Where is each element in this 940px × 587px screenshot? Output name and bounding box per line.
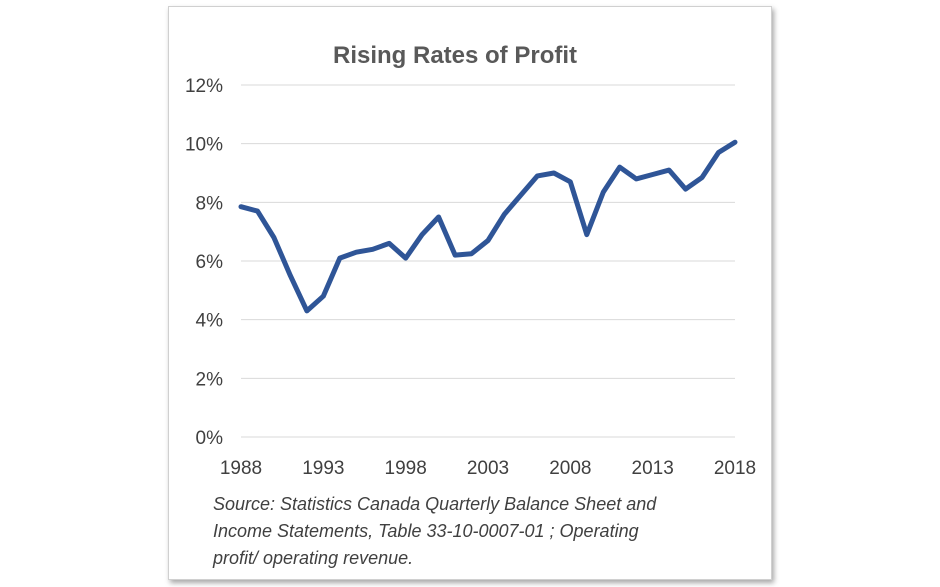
x-axis-tick-labels: 1988 1993 1998 2003 2008 2013 2018 <box>220 458 756 479</box>
series-layer <box>238 139 738 314</box>
y-tick-label: 8% <box>196 193 224 214</box>
chart-frame: Rising Rates of Profit 0% 2% 4% 6% 8% 10% 12% … <box>168 6 772 580</box>
y-tick-label: 2% <box>196 369 224 390</box>
y-tick-label: 12% <box>185 76 223 97</box>
x-tick-label: 2013 <box>632 458 674 479</box>
y-tick-label: 6% <box>196 252 224 273</box>
y-tick-label: 10% <box>185 135 223 156</box>
source-note-line: profit/ operating revenue. <box>213 548 414 568</box>
x-tick-label: 1998 <box>385 458 427 479</box>
gridlines <box>241 84 735 438</box>
x-tick-label: 1993 <box>302 458 344 479</box>
chart-title: Rising Rates of Profit <box>333 42 577 69</box>
line-chart: Rising Rates of Profit 0%2%4%6%8%10%12% … <box>185 42 756 479</box>
x-tick-label: 1988 <box>220 458 262 479</box>
x-tick-label: 2018 <box>714 458 756 479</box>
source-note-line: Source: Statistics Canada Quarterly Bala… <box>213 494 657 514</box>
y-tick-label: 4% <box>196 311 224 332</box>
y-axis-tick-labels: 0% 2% 4% 6% 8% 10% 12% <box>185 76 223 449</box>
source-note: Source: Statistics Canada Quarterly Bala… <box>213 491 733 572</box>
x-tick-label: 2003 <box>467 458 509 479</box>
source-note-line: Income Statements, Table 33-10-0007-01 ;… <box>213 521 639 541</box>
y-tick-label: 0% <box>196 428 224 449</box>
x-tick-label: 2008 <box>549 458 591 479</box>
series-line <box>238 139 738 314</box>
